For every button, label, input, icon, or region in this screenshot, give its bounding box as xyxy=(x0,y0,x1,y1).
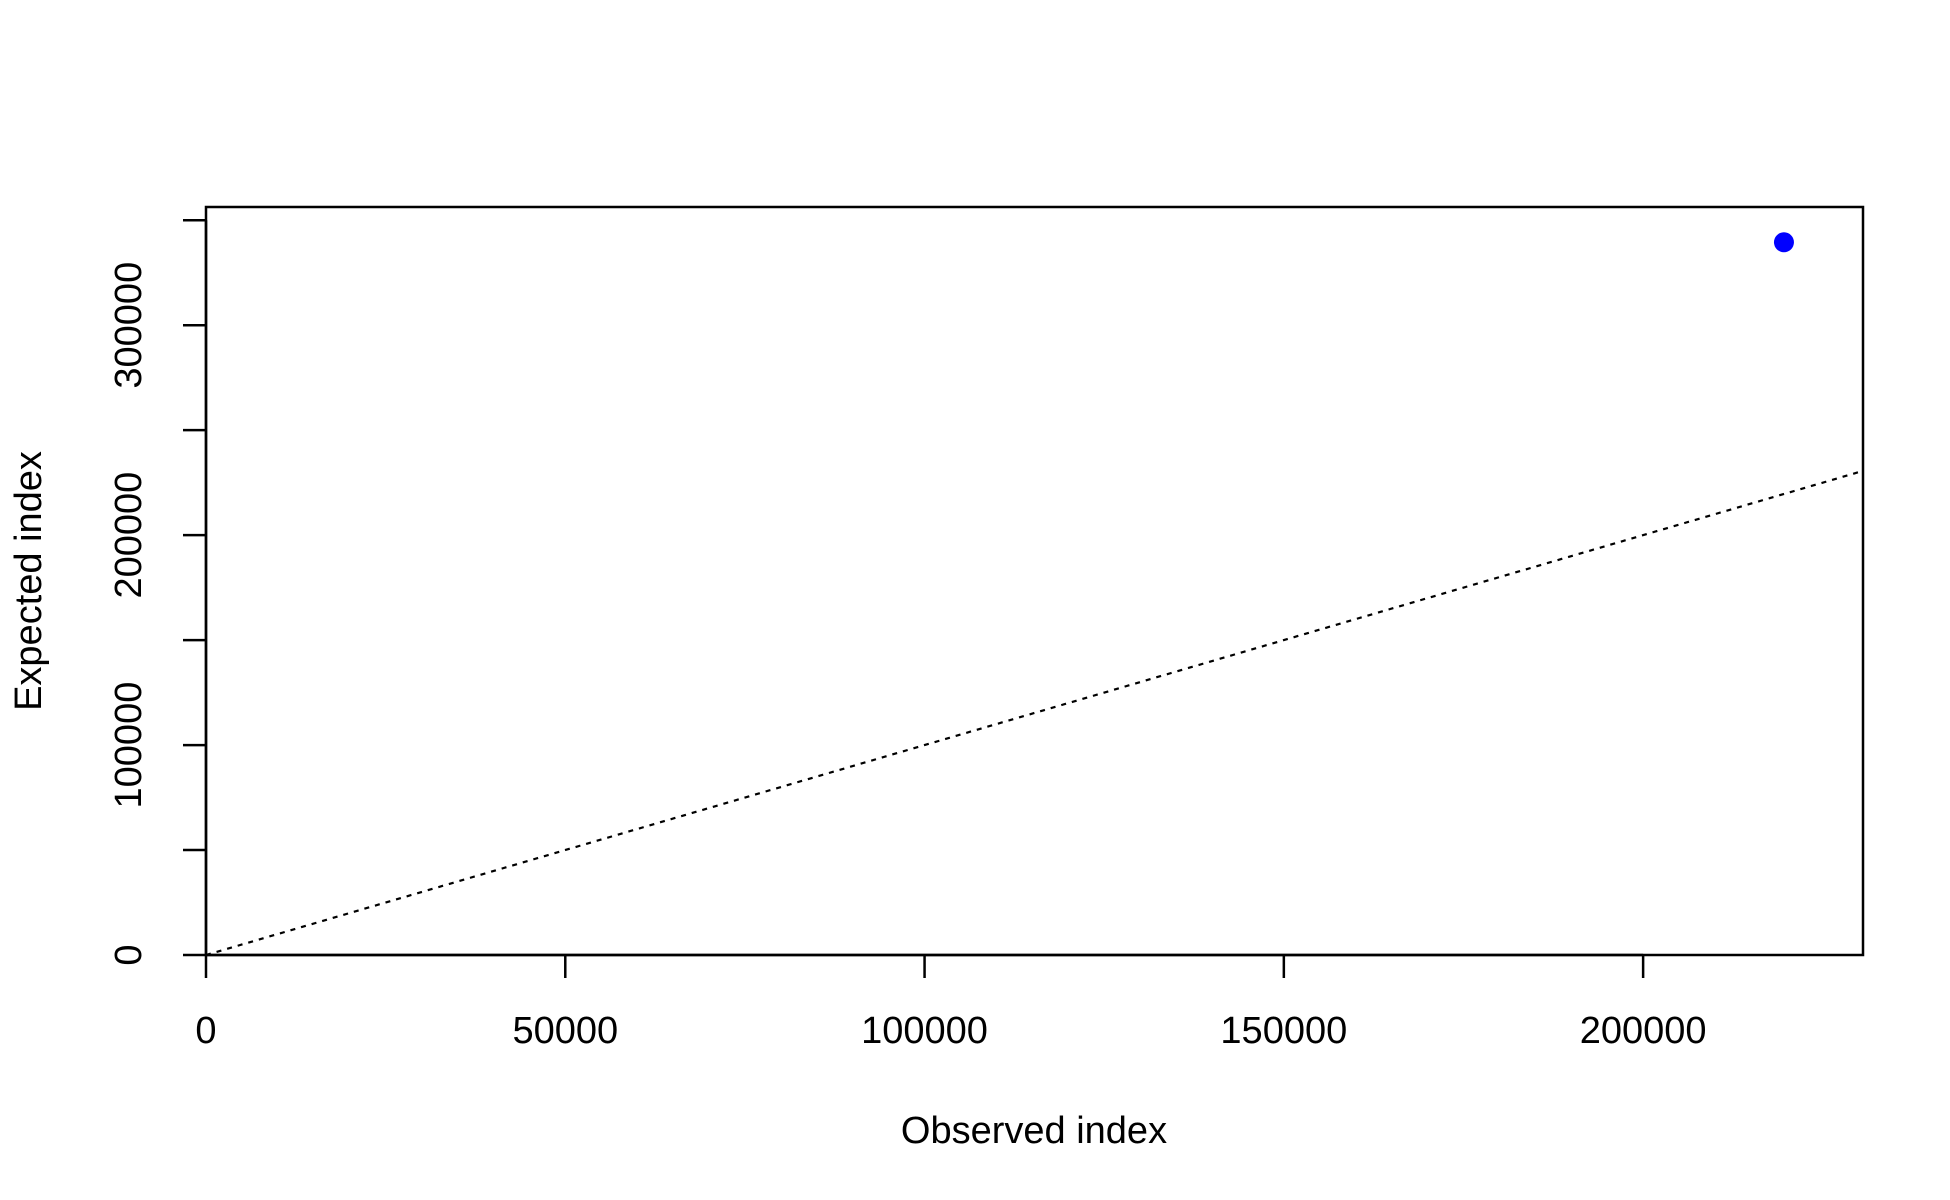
x-tick-label: 50000 xyxy=(512,1010,618,1052)
point xyxy=(1773,232,1794,253)
x-axis-label: Observed index xyxy=(901,1110,1167,1152)
x-tick-label: 100000 xyxy=(861,1010,988,1052)
x-tick-label: 200000 xyxy=(1580,1010,1707,1052)
x-tick-label: 0 xyxy=(195,1010,216,1052)
y-tick-label: 200000 xyxy=(108,472,150,599)
plot-frame xyxy=(204,205,1865,957)
identity-line xyxy=(205,469,1864,957)
y-axis-label: Expected index xyxy=(8,451,50,711)
x-tick-label: 150000 xyxy=(1220,1010,1347,1052)
y-tick-label: 100000 xyxy=(108,682,150,809)
y-tick-label: 0 xyxy=(108,944,150,965)
y-tick-label: 300000 xyxy=(108,262,150,389)
